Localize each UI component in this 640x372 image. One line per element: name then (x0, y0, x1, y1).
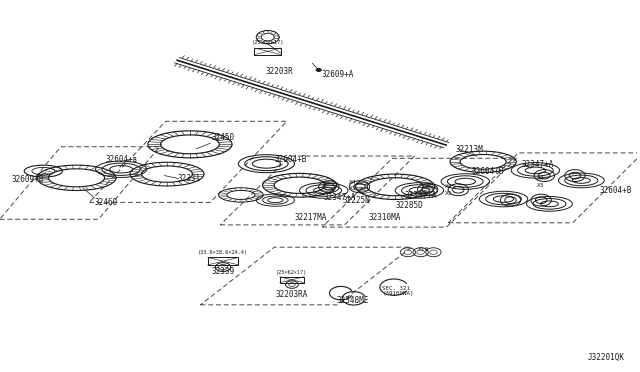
Text: 32285D: 32285D (395, 201, 423, 210)
Text: 32609+A: 32609+A (322, 70, 355, 79)
Text: 32609+B: 32609+B (12, 175, 44, 184)
Text: (25×62×17): (25×62×17) (276, 270, 308, 275)
Text: 32604+ʙ: 32604+ʙ (105, 155, 138, 164)
Text: 32331: 32331 (177, 174, 200, 183)
Text: X3: X3 (537, 183, 544, 188)
Text: X4: X4 (537, 176, 544, 181)
Text: 32203RA: 32203RA (276, 290, 308, 299)
Text: 32604+B: 32604+B (274, 155, 307, 164)
Text: 32347+A: 32347+A (404, 191, 437, 200)
Text: X4: X4 (349, 180, 356, 185)
Bar (208, 257, 238, 265)
Text: 32460: 32460 (94, 198, 118, 207)
Text: 32203R: 32203R (266, 67, 293, 76)
Text: 32347+A: 32347+A (522, 160, 554, 169)
Text: X3: X3 (349, 186, 356, 192)
Text: X3: X3 (445, 191, 452, 196)
Text: 32339: 32339 (212, 267, 235, 276)
Text: 32347+A: 32347+A (324, 193, 356, 202)
Text: 32310MA: 32310MA (369, 213, 401, 222)
Text: 32604+B: 32604+B (599, 186, 632, 195)
Text: 32225N: 32225N (343, 196, 371, 205)
Text: 32604+B: 32604+B (472, 167, 504, 176)
Text: 32213M: 32213M (455, 145, 483, 154)
Text: (25×62×17): (25×62×17) (252, 40, 284, 45)
Text: 32450: 32450 (212, 133, 235, 142)
Text: J32201QK: J32201QK (588, 353, 625, 362)
Bar (254, 48, 281, 55)
Text: X10: X10 (417, 247, 429, 252)
Text: X4: X4 (445, 184, 452, 189)
Text: 32217MA: 32217MA (294, 213, 327, 222)
Circle shape (316, 68, 321, 71)
Text: (33.6×38.6×24.4): (33.6×38.6×24.4) (198, 250, 248, 255)
Text: SEC. 321
(39109NA): SEC. 321 (39109NA) (383, 285, 414, 296)
Bar (280, 277, 304, 283)
Text: 32348ME: 32348ME (337, 296, 369, 305)
